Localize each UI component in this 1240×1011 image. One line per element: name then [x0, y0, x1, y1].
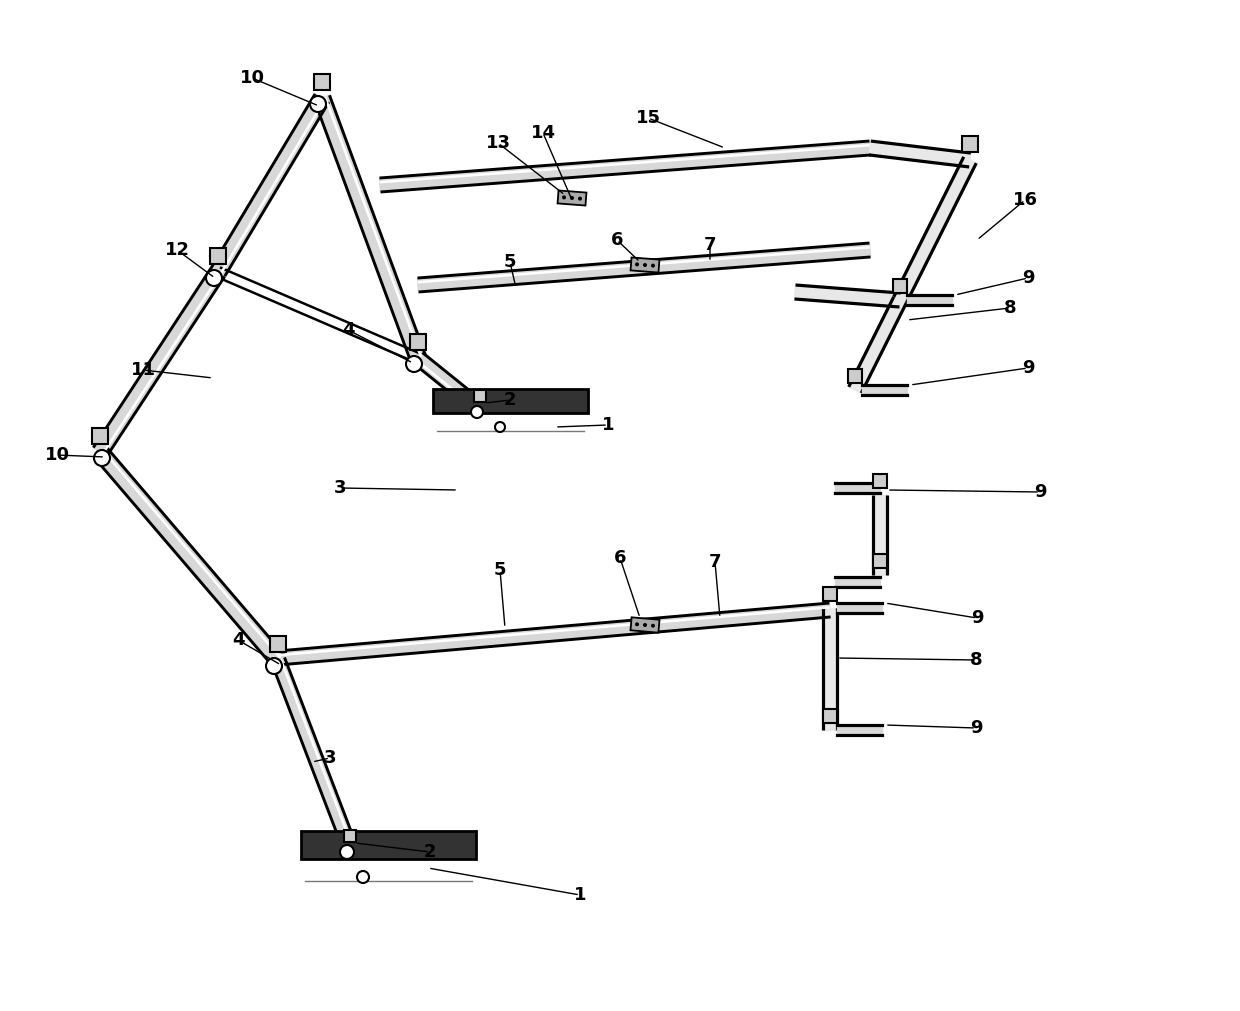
Text: 6: 6 — [614, 549, 626, 567]
Bar — [210, 248, 226, 264]
Text: 7: 7 — [709, 553, 722, 571]
Bar — [873, 554, 887, 568]
Bar — [343, 830, 356, 842]
Text: 9: 9 — [1022, 269, 1034, 287]
Bar — [474, 390, 486, 402]
Bar — [410, 334, 427, 350]
Text: 9: 9 — [1022, 359, 1034, 377]
Polygon shape — [418, 243, 870, 292]
Bar — [962, 136, 978, 152]
Text: 6: 6 — [611, 231, 624, 249]
Text: 1: 1 — [574, 886, 587, 904]
Polygon shape — [823, 608, 837, 610]
Circle shape — [644, 623, 647, 627]
Text: 5: 5 — [494, 561, 506, 579]
Polygon shape — [906, 295, 952, 305]
Text: 3: 3 — [324, 749, 336, 767]
Text: 2: 2 — [424, 843, 436, 861]
Circle shape — [405, 356, 422, 372]
Text: 13: 13 — [486, 134, 511, 152]
Text: 11: 11 — [130, 361, 155, 379]
Text: 1: 1 — [601, 416, 614, 434]
Bar — [300, 831, 475, 859]
Text: 10: 10 — [239, 69, 264, 87]
Circle shape — [94, 450, 110, 466]
Text: 16: 16 — [1013, 191, 1038, 209]
Polygon shape — [873, 495, 887, 575]
Bar — [823, 709, 837, 723]
Text: 4: 4 — [342, 321, 355, 339]
Bar — [873, 474, 887, 488]
Bar — [558, 190, 587, 205]
Text: 9: 9 — [971, 609, 983, 627]
Text: 12: 12 — [165, 241, 190, 259]
Polygon shape — [315, 95, 425, 361]
Polygon shape — [837, 603, 882, 613]
Polygon shape — [211, 94, 329, 276]
Text: 5: 5 — [503, 253, 516, 271]
Circle shape — [267, 658, 281, 674]
Bar — [314, 74, 330, 90]
Circle shape — [495, 422, 505, 432]
Text: 4: 4 — [232, 631, 244, 649]
Text: 7: 7 — [704, 236, 717, 254]
Circle shape — [635, 263, 639, 266]
Polygon shape — [835, 577, 880, 587]
Text: 15: 15 — [635, 109, 661, 127]
Circle shape — [635, 623, 639, 626]
Circle shape — [651, 264, 655, 268]
Polygon shape — [894, 157, 976, 303]
Polygon shape — [94, 447, 284, 665]
Polygon shape — [93, 268, 224, 456]
Circle shape — [340, 845, 353, 859]
Text: 8: 8 — [970, 651, 982, 669]
Polygon shape — [414, 353, 485, 413]
Polygon shape — [278, 603, 831, 665]
Bar — [823, 587, 837, 601]
Circle shape — [206, 270, 222, 286]
Text: 9: 9 — [970, 719, 982, 737]
Text: 14: 14 — [531, 124, 556, 142]
Bar — [92, 428, 108, 444]
Bar — [630, 258, 660, 273]
Circle shape — [471, 406, 484, 418]
Text: 10: 10 — [45, 446, 69, 464]
Circle shape — [651, 624, 655, 628]
Polygon shape — [837, 725, 882, 735]
Circle shape — [357, 871, 370, 883]
Bar — [630, 618, 660, 633]
Polygon shape — [795, 285, 900, 307]
Polygon shape — [869, 142, 971, 167]
Polygon shape — [272, 657, 357, 850]
Circle shape — [578, 196, 582, 200]
Polygon shape — [823, 608, 837, 730]
Polygon shape — [862, 385, 906, 395]
Circle shape — [562, 195, 565, 199]
Text: 9: 9 — [1034, 483, 1047, 501]
Bar — [433, 389, 588, 413]
Polygon shape — [379, 141, 870, 192]
Text: 2: 2 — [503, 391, 516, 409]
Polygon shape — [835, 483, 880, 493]
Circle shape — [310, 96, 326, 112]
Circle shape — [570, 196, 574, 200]
Polygon shape — [848, 297, 906, 393]
Bar — [893, 279, 906, 293]
Bar — [270, 636, 286, 652]
Bar — [848, 369, 862, 383]
Text: 3: 3 — [334, 479, 346, 497]
Circle shape — [644, 263, 647, 267]
Text: 8: 8 — [1003, 299, 1017, 317]
